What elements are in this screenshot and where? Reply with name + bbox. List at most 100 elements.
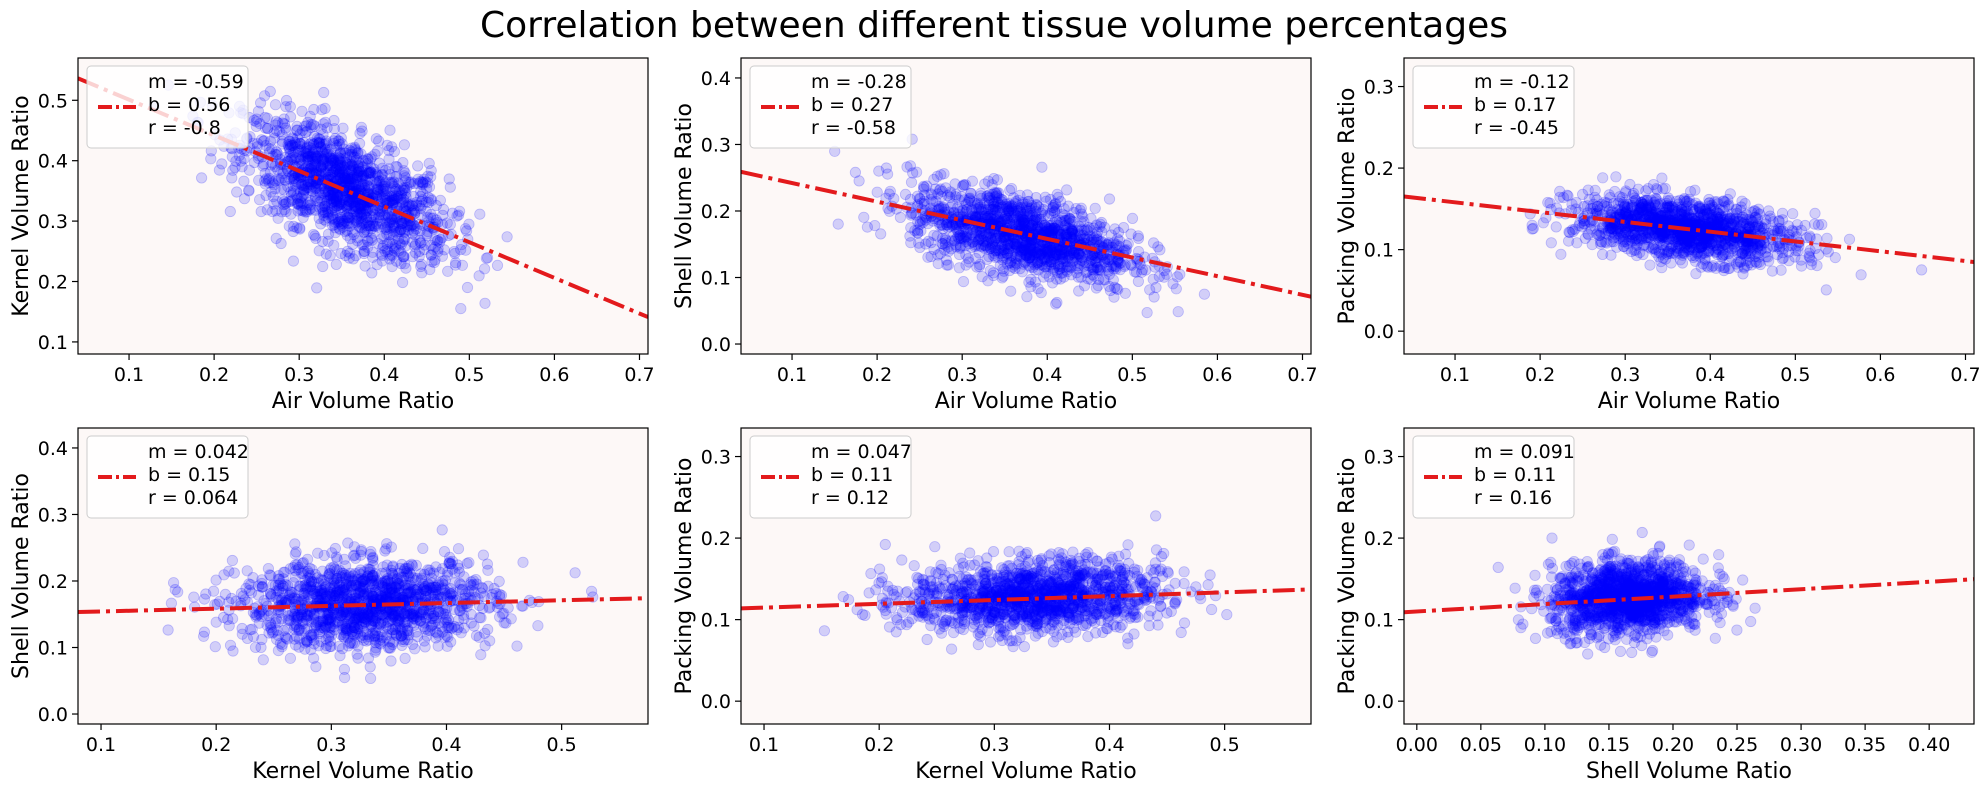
scatter-point — [427, 212, 439, 224]
scatter-point — [1005, 255, 1018, 267]
scatter-point — [316, 104, 328, 116]
scatter-point — [460, 244, 472, 256]
scatter-point — [1647, 179, 1660, 191]
scatter-point — [1621, 243, 1634, 255]
scatter-point — [341, 201, 353, 213]
scatter-point — [306, 155, 319, 167]
scatter-point — [277, 167, 289, 179]
scatter-point — [263, 172, 275, 185]
scatter-point — [327, 209, 339, 221]
scatter-point — [331, 200, 343, 212]
scatter-point — [996, 244, 1008, 256]
scatter-point — [1161, 268, 1173, 280]
y-tick-label: 0.4 — [701, 68, 731, 90]
scatter-point — [262, 122, 274, 134]
scatter-point — [398, 227, 411, 239]
scatter-point — [332, 213, 344, 225]
scatter-point — [295, 154, 307, 166]
scatter-point — [353, 213, 365, 225]
scatter-point — [355, 121, 367, 133]
scatter-point — [327, 192, 340, 204]
scatter-point — [336, 169, 348, 181]
scatter-point — [258, 90, 271, 102]
scatter-point — [329, 222, 341, 234]
scatter-point — [1030, 192, 1042, 204]
scatter-point — [959, 231, 972, 243]
scatter-point — [409, 643, 421, 655]
scatter-point — [344, 162, 356, 174]
scatter-point — [323, 206, 335, 218]
scatter-point — [425, 194, 438, 207]
scatter-point — [1050, 298, 1062, 310]
scatter-point — [432, 235, 444, 247]
scatter-point — [328, 219, 340, 231]
scatter-point — [425, 249, 437, 261]
scatter-point — [957, 275, 970, 288]
scatter-point — [298, 183, 310, 195]
scatter-point — [388, 226, 400, 238]
scatter-point — [294, 151, 307, 163]
scatter-point — [894, 211, 907, 223]
scatter-point — [321, 146, 333, 159]
scatter-point — [248, 156, 260, 169]
scatter-point — [376, 169, 388, 181]
x-tick-label: 0.6 — [1865, 364, 1895, 386]
scatter-point — [409, 240, 421, 252]
scatter-point — [413, 200, 425, 212]
scatter-point — [397, 184, 409, 196]
scatter-point — [361, 158, 373, 170]
scatter-point — [334, 159, 346, 171]
scatter-point — [399, 201, 411, 213]
scatter-point — [377, 174, 389, 186]
scatter-point — [361, 153, 374, 165]
scatter-point — [278, 184, 290, 196]
scatter-point — [1003, 198, 1015, 210]
scatter-point — [379, 209, 391, 221]
scatter-point — [391, 192, 403, 204]
scatter-point — [376, 162, 388, 174]
scatter-point — [305, 121, 317, 134]
scatter-point — [325, 143, 337, 155]
scatter-point — [456, 259, 468, 271]
scatter-point — [310, 151, 322, 163]
scatter-point — [960, 206, 972, 218]
scatter-point — [335, 132, 347, 144]
scatter-point — [883, 188, 895, 200]
scatter-point — [1750, 221, 1762, 233]
scatter-point — [324, 250, 336, 262]
scatter-point — [322, 206, 334, 218]
scatter-point — [425, 239, 437, 252]
scatter-point — [1629, 233, 1641, 245]
legend: m = -0.12b = 0.17r = -0.45 — [1412, 65, 1575, 149]
scatter-point — [362, 236, 374, 248]
scatter-point — [238, 193, 251, 205]
scatter-point — [311, 164, 323, 176]
scatter-point — [1170, 283, 1182, 295]
scatter-point — [849, 166, 862, 178]
legend-entry: m = -0.28 — [811, 71, 907, 93]
scatter-point — [354, 199, 366, 211]
scatter-point — [324, 190, 337, 202]
scatter-point — [1012, 242, 1024, 254]
scatter-point — [1570, 203, 1582, 215]
scatter-point — [318, 209, 330, 221]
scatter-point — [327, 189, 340, 202]
scatter-point — [953, 223, 965, 235]
scatter-point — [310, 161, 322, 173]
scatter-point — [980, 240, 993, 252]
scatter-point — [386, 187, 398, 199]
scatter-point — [393, 185, 405, 197]
scatter-point — [1571, 237, 1583, 249]
scatter-point — [322, 149, 334, 161]
scatter-point — [350, 174, 363, 186]
scatter-point — [327, 187, 339, 199]
scatter-point — [334, 224, 346, 236]
scatter-point — [295, 200, 308, 212]
scatter-point — [368, 163, 380, 175]
scatter-point — [360, 155, 372, 167]
scatter-point — [314, 187, 326, 199]
scatter-point — [1091, 261, 1103, 273]
scatter-point — [260, 140, 272, 152]
x-tick-label: 0.6 — [539, 364, 569, 386]
